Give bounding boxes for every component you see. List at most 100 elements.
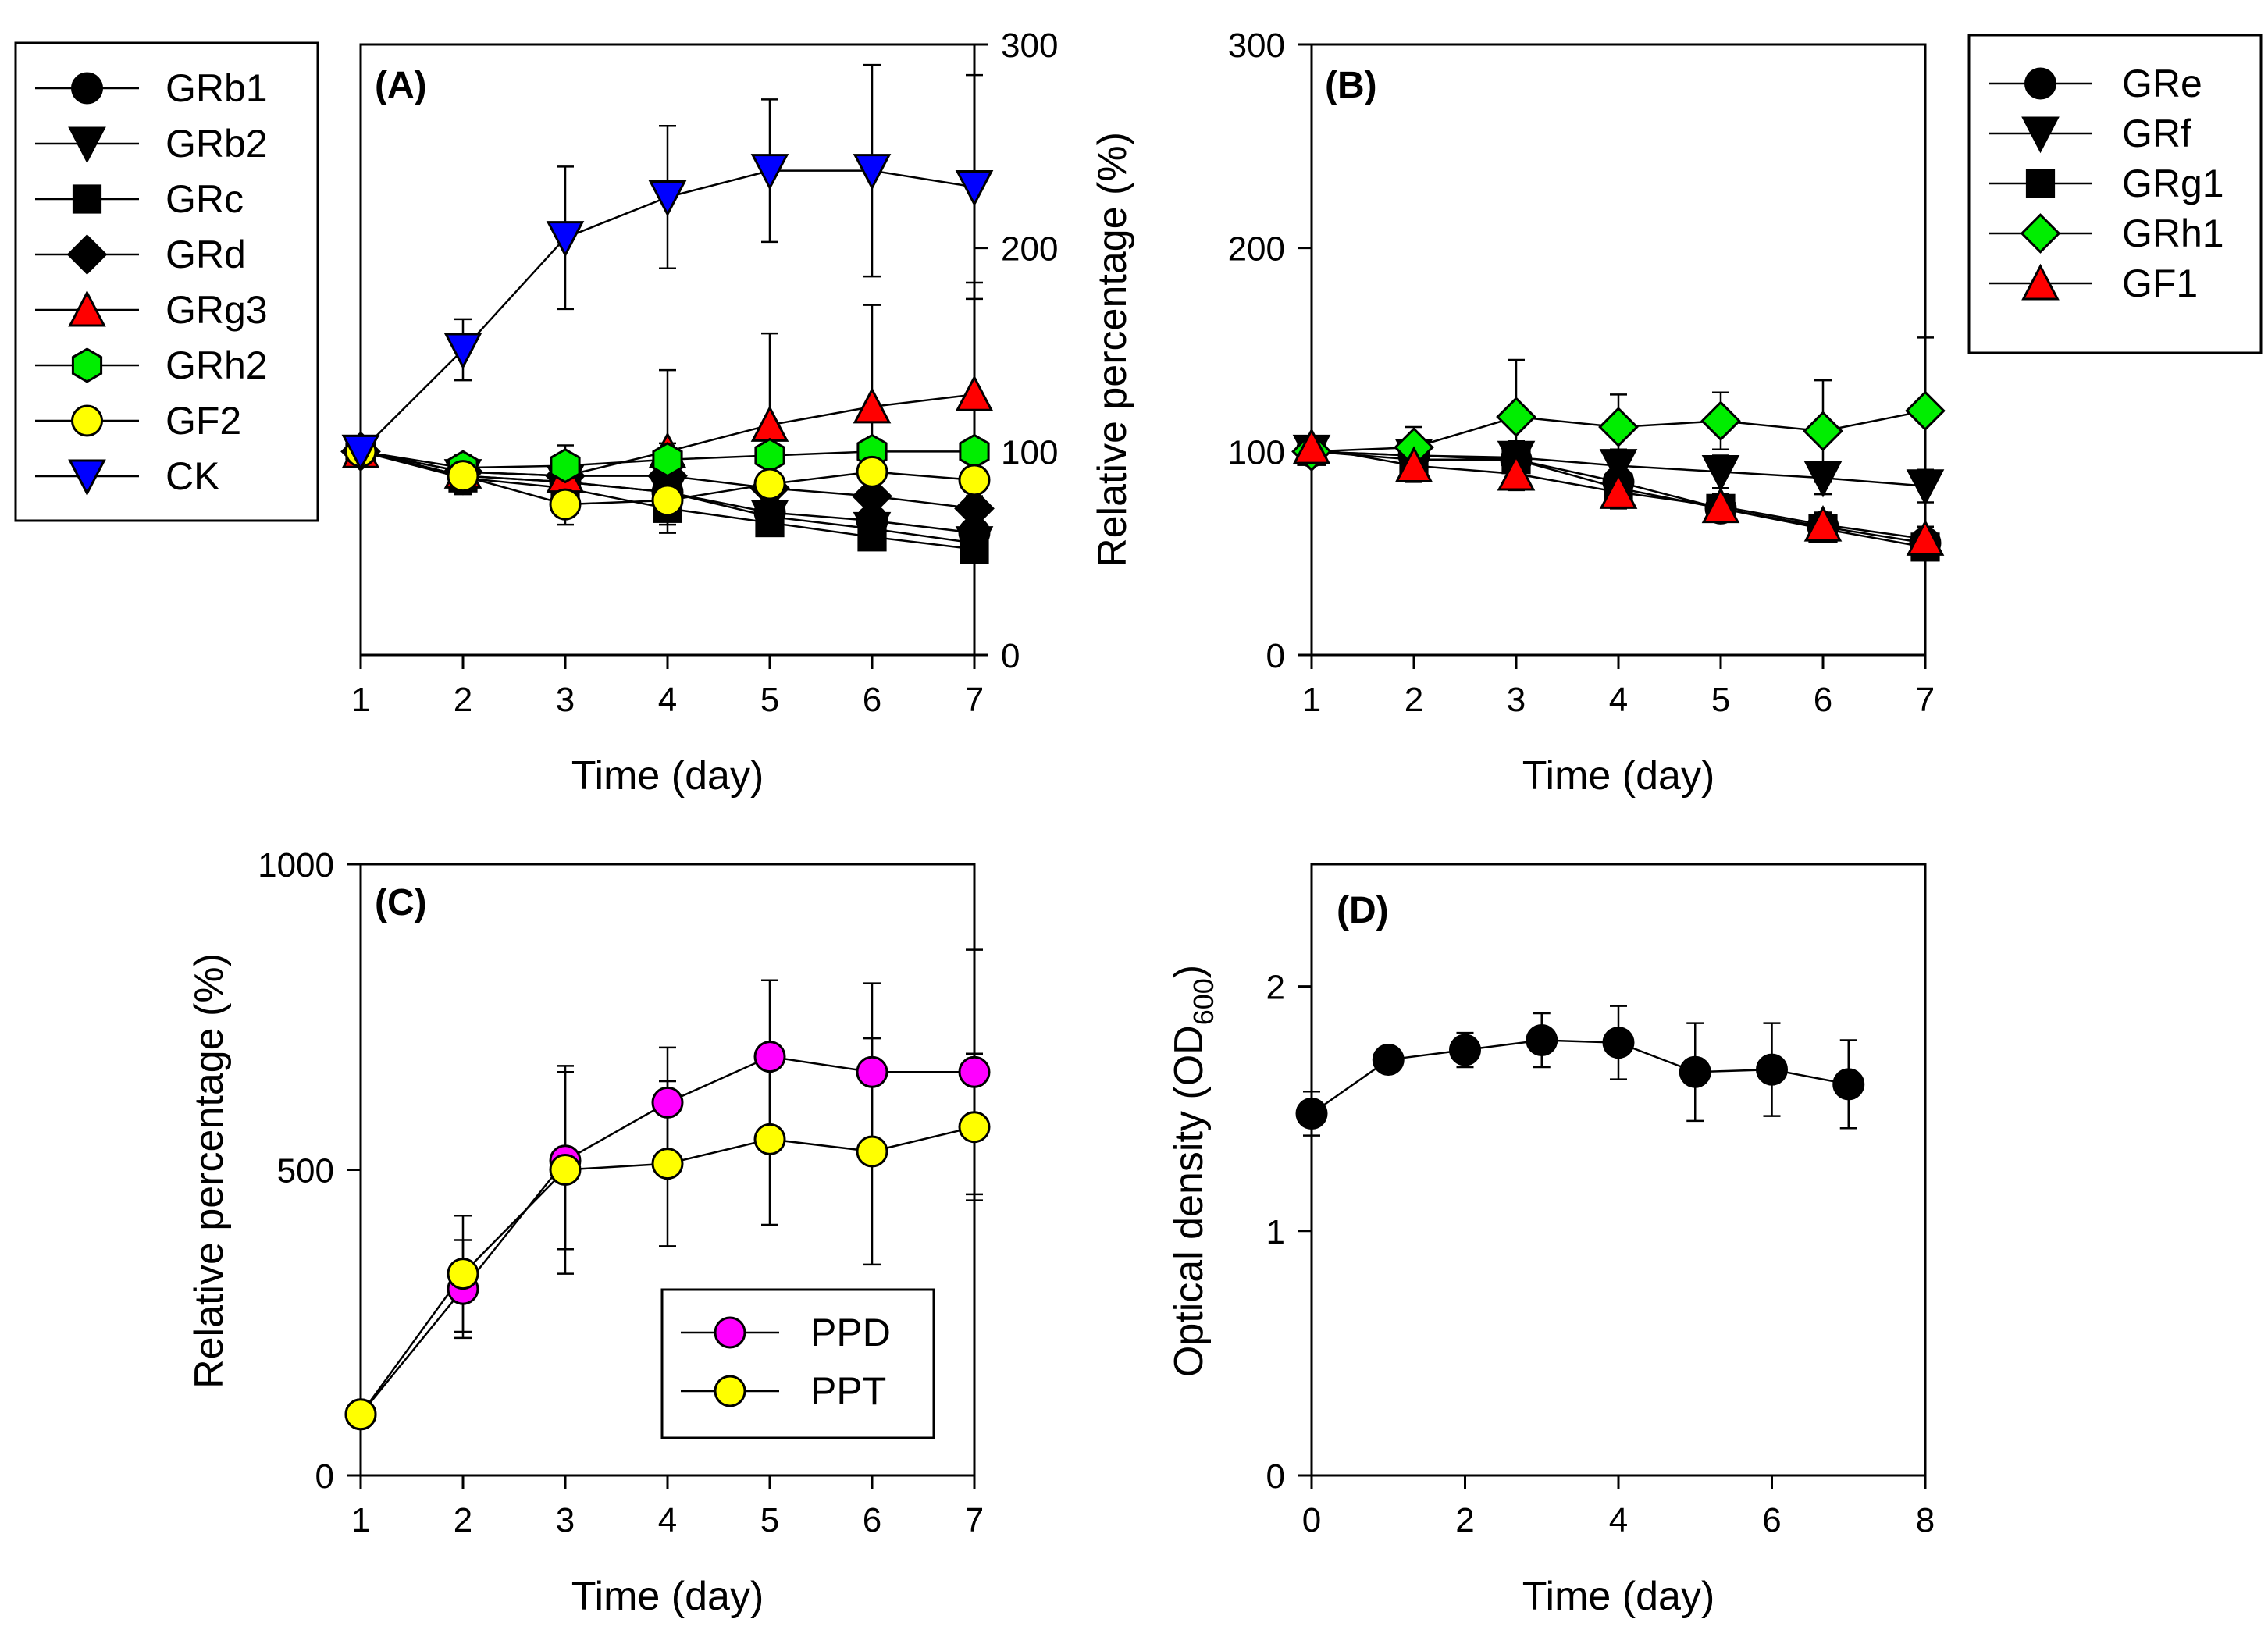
data-point-PPT [447, 1258, 479, 1290]
data-point-GF2 [549, 488, 582, 521]
x-tick-label: 1 [1302, 681, 1321, 719]
data-point-GF2 [651, 484, 684, 517]
y-tick-label: 500 [277, 1152, 334, 1190]
y-tick-label: 0 [1001, 637, 1020, 675]
data-point-OD600 [1679, 1055, 1711, 1088]
panel-label: (D) [1337, 890, 1389, 931]
data-point-CK [955, 170, 994, 207]
legend-marker-GRe [2024, 67, 2056, 100]
panel-label: (C) [375, 882, 427, 923]
data-point-GF1 [1292, 427, 1331, 464]
legend-marker-GRb1 [71, 72, 103, 105]
panel-1: 1 2 3 4 5 6 70 100 200 300 Time (day) (A) [340, 27, 1058, 799]
x-tick-label: 5 [760, 681, 779, 719]
plot-frame [1310, 43, 1927, 657]
y-axis-label-text: Optical density (OD [1166, 1025, 1212, 1377]
y-axis-label-close: ) [1166, 965, 1212, 978]
data-point-GF1 [1394, 446, 1433, 483]
y-tick-label: 1 [1266, 1213, 1285, 1251]
legend-marker-GRb2 [68, 126, 106, 164]
y-axis-label: Optical density (OD600) [1166, 965, 1219, 1377]
y-tick-label: 2 [1266, 969, 1285, 1007]
y-tick-label: 300 [1001, 27, 1058, 65]
data-point-GF1 [1599, 472, 1638, 509]
legend-label: GRc [166, 177, 244, 221]
y-axis-label-text: Relative percentage (%) [1090, 132, 1135, 568]
data-point-GF2 [958, 464, 991, 496]
y-tick-label: 200 [1228, 230, 1285, 269]
x-tick-label: 2 [1455, 1501, 1474, 1539]
data-point-PPD [958, 1055, 991, 1088]
x-tick-label: 1 [351, 681, 370, 719]
x-tick-label: 7 [965, 1501, 984, 1539]
legend-marker-GRc [72, 184, 102, 214]
data-point-GRc [960, 534, 989, 564]
legend-box [1967, 34, 2263, 354]
x-tick-label: 7 [1916, 681, 1935, 719]
x-tick-label: 3 [1507, 681, 1526, 719]
data-point-OD600 [1526, 1024, 1558, 1057]
legend-label: GRd [166, 233, 246, 276]
data-point-PPT [958, 1111, 991, 1144]
y-tick-label: 0 [1266, 1457, 1285, 1496]
x-tick-label: 6 [863, 1501, 881, 1539]
legend-marker-GRf [2021, 116, 2060, 154]
data-point-PPT [344, 1398, 377, 1431]
legend-box [660, 1288, 935, 1439]
y-tick-label: 1000 [258, 846, 334, 884]
y-axis-label-text: Relative percentage (%) [187, 953, 232, 1389]
data-point-GRf [1803, 461, 1843, 498]
legend-marker-PPD [714, 1316, 746, 1349]
x-tick-label: 5 [1711, 681, 1730, 719]
data-point-OD600 [1295, 1097, 1328, 1130]
plot-frame [1310, 863, 1927, 1477]
data-point-GRh1 [1700, 400, 1741, 442]
legend-marker-GRg3 [68, 290, 106, 327]
data-point-PPD [856, 1055, 888, 1088]
legend-label: GF1 [2122, 262, 2198, 305]
legend-panel-2: GRe GRf GRg1 GRh1 GF1 [1967, 34, 2263, 354]
legend-label: GRg3 [166, 288, 268, 332]
data-point-GF1 [1906, 519, 1945, 556]
legend-label: GRh1 [2122, 212, 2224, 255]
legend-marker-GRh2 [71, 347, 103, 383]
x-axis-label: Time (day) [571, 753, 764, 799]
x-tick-label: 0 [1302, 1501, 1321, 1539]
y-axis-label-subscript: 600 [1187, 978, 1219, 1025]
y-tick-label: 0 [315, 1457, 334, 1496]
y-tick-label: 300 [1228, 27, 1285, 65]
data-point-OD600 [1832, 1068, 1865, 1101]
data-point-CK [648, 180, 687, 217]
data-point-GRf [1599, 449, 1638, 486]
data-point-CK [443, 333, 482, 370]
x-axis-label: Time (day) [1522, 753, 1715, 799]
legend-label: GRb2 [166, 122, 268, 165]
data-point-PPD [753, 1041, 786, 1073]
data-point-GRh2 [754, 437, 785, 474]
x-tick-label: 8 [1916, 1501, 1935, 1539]
data-point-GRh1 [1598, 407, 1639, 447]
data-point-GF1 [1701, 486, 1740, 524]
data-point-GRd [852, 475, 892, 517]
legend-marker-GRh1 [2020, 213, 2061, 254]
x-tick-label: 2 [454, 681, 472, 719]
data-point-GRd [954, 488, 995, 529]
data-point-GF1 [1497, 454, 1536, 491]
legend-marker-GF1 [2021, 263, 2060, 301]
legend-label: PPT [810, 1369, 886, 1413]
data-point-CK [341, 434, 380, 472]
panel-2: 1 2 3 4 5 6 7 0 100 200 300 Time (day) Relative perc… [1090, 27, 1946, 799]
y-axis-label: Relative percentage (%) [1090, 132, 1135, 568]
x-tick-label: 4 [1609, 1501, 1628, 1539]
legend-marker-PPT [714, 1375, 746, 1407]
data-point-CK [546, 221, 585, 258]
data-point-GRc [755, 507, 785, 538]
data-point-GF1 [1803, 504, 1843, 542]
y-tick-label: 0 [1266, 637, 1285, 675]
data-point-CK [750, 154, 789, 190]
legend-label: PPD [810, 1311, 891, 1354]
data-point-OD600 [1756, 1053, 1788, 1086]
legend-label: GRf [2122, 112, 2191, 155]
x-tick-label: 3 [556, 1501, 575, 1539]
y-tick-label: 100 [1001, 433, 1058, 472]
